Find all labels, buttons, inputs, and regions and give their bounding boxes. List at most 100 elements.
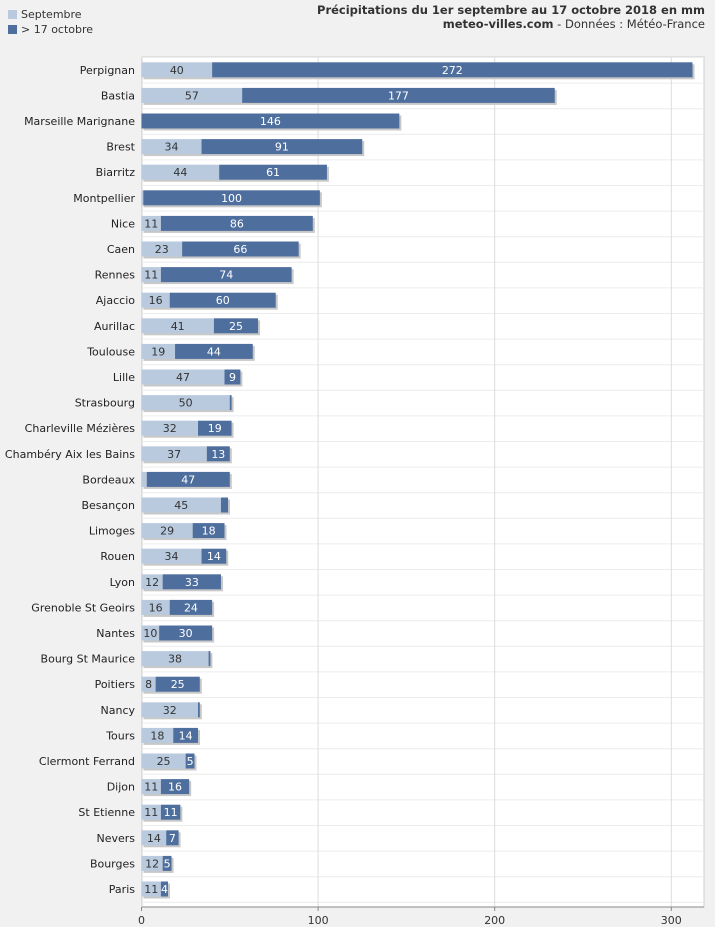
data-label-septembre: 12 [145,857,159,870]
bar-septembre [141,62,213,78]
data-label-octobre: 44 [207,345,221,358]
data-label-septembre: 23 [155,243,169,256]
data-label-septembre: 18 [150,729,164,742]
data-label-septembre: 38 [168,653,182,666]
data-label-octobre: 5 [164,857,171,870]
bar-septembre [141,753,186,769]
bar-octobre [201,139,363,155]
bar-octobre [169,292,276,308]
data-label-octobre: 33 [185,576,199,589]
bar-septembre [141,574,163,590]
category-label: Rouen [100,550,135,563]
data-label-octobre: 86 [230,217,244,230]
category-label: Dijon [107,781,135,794]
bar-octobre [160,779,190,795]
bar-octobre [182,241,299,257]
legend-item-octobre: > 17 octobre [8,22,93,37]
data-label-septembre: 11 [144,269,158,282]
legend-swatch-octobre [8,25,17,34]
bar-septembre [141,497,221,513]
category-label: Clermont Ferrand [39,755,135,768]
bar-octobre [160,267,292,283]
bar-septembre [141,395,230,411]
category-label: Marseille Marignane [24,115,135,128]
category-label: Paris [109,883,135,896]
bar-septembre [141,446,207,462]
bar-octobre [208,651,211,667]
category-label: Bourg St Maurice [41,653,136,666]
data-label-octobre: 91 [275,141,289,154]
bar-octobre [198,702,200,718]
data-label-septembre: 16 [149,294,163,307]
data-label-octobre: 16 [168,781,182,794]
category-label: Bordeaux [82,473,135,486]
bar-septembre [141,804,161,820]
bar-septembre [141,779,161,795]
bar-octobre [143,190,320,206]
legend-swatch-septembre [8,10,17,19]
category-label: Rennes [95,269,136,282]
category-label: Poitiers [95,678,136,691]
data-label-octobre: 18 [202,525,216,538]
data-label-septembre: 32 [163,422,177,435]
category-label: Lille [113,371,135,384]
bar-septembre [141,523,193,539]
category-label: Chambéry Aix les Bains [5,448,135,461]
category-label: Perpignan [80,64,135,77]
category-label: Bastia [101,89,135,102]
data-label-septembre: 10 [143,627,157,640]
bar-octobre [192,523,225,539]
category-label: Besançon [81,499,135,512]
data-label-septembre: 29 [160,525,174,538]
bar-octobre [159,625,213,641]
data-label-octobre: 30 [179,627,193,640]
category-label: Nevers [96,832,135,845]
data-label-octobre: 13 [211,448,225,461]
bar-octobre [213,318,259,334]
legend-label-octobre: > 17 octobre [21,23,94,36]
category-label: St Etienne [78,806,135,819]
data-label-septembre: 34 [165,141,179,154]
category-label: Bourges [90,857,135,870]
legend-label-septembre: Septembre [21,8,82,21]
bar-octobre [173,727,199,743]
bar-octobre [141,113,400,129]
bar-septembre [141,625,160,641]
data-label-octobre: 66 [233,243,247,256]
bar-octobre [162,574,221,590]
bar-octobre [155,676,200,692]
data-label-septembre: 50 [179,397,193,410]
bar-septembre [141,651,209,667]
category-label: Strasbourg [75,397,135,410]
bar-octobre [166,830,179,846]
bar-septembre [141,139,202,155]
bar-septembre [141,471,147,487]
data-label-octobre: 272 [442,64,463,77]
x-tick-label: 100 [308,914,329,927]
bar-septembre [141,881,161,897]
data-label-octobre: 60 [216,294,230,307]
bar-septembre [141,830,167,846]
bar-octobre [220,497,229,513]
bar-septembre [141,292,170,308]
data-label-octobre: 25 [229,320,243,333]
data-label-septembre: 11 [144,806,158,819]
data-label-octobre: 25 [171,678,185,691]
legend-item-septembre: Septembre [8,7,93,22]
bar-octobre [198,420,232,436]
data-label-septembre: 34 [165,550,179,563]
data-label-septembre: 44 [173,166,187,179]
data-label-octobre: 14 [207,550,221,563]
category-label: Aurillac [94,320,135,333]
x-tick-label: 300 [661,914,682,927]
bar-octobre [162,855,172,871]
category-label: Tours [105,729,135,742]
data-label-septembre: 19 [151,345,165,358]
category-label: Grenoble St Geoirs [31,601,135,614]
data-label-octobre: 61 [266,166,280,179]
bar-octobre [146,471,230,487]
data-label-septembre: 32 [163,704,177,717]
bar-septembre [141,87,243,103]
bar-septembre [141,676,156,692]
data-source: - Données : Météo-France [553,17,705,31]
